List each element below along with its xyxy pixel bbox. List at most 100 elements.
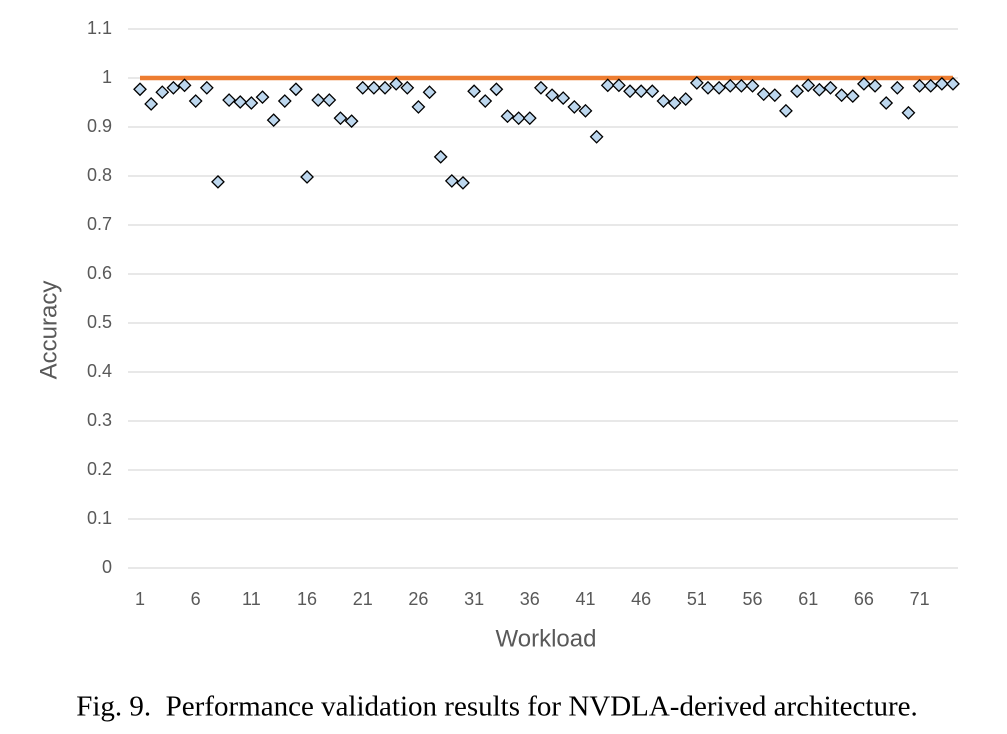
point xyxy=(634,84,649,99)
point xyxy=(767,88,782,103)
x-tick-label: 6 xyxy=(191,589,201,609)
point xyxy=(478,94,493,108)
point xyxy=(433,149,448,164)
point xyxy=(845,89,860,104)
point xyxy=(734,78,749,93)
point xyxy=(879,96,894,110)
point xyxy=(801,78,816,93)
x-tick-label: 61 xyxy=(798,589,818,609)
y-tick-label: 0.4 xyxy=(87,361,112,381)
point xyxy=(578,103,593,118)
y-tick-label: 0.9 xyxy=(87,116,112,136)
point xyxy=(623,84,637,99)
y-tick-label: 0.2 xyxy=(87,459,112,479)
point xyxy=(322,93,337,107)
point xyxy=(611,78,626,93)
x-axis-title: Workload xyxy=(496,625,597,652)
point xyxy=(589,129,604,144)
y-tick-label: 1.1 xyxy=(87,18,112,38)
point xyxy=(689,75,704,90)
point xyxy=(166,80,181,95)
point xyxy=(444,173,459,188)
point xyxy=(567,99,582,114)
x-tick-label: 66 xyxy=(854,589,874,609)
point xyxy=(456,175,470,190)
point xyxy=(934,76,949,91)
point xyxy=(155,85,170,100)
point xyxy=(545,88,559,103)
point xyxy=(901,105,916,120)
point xyxy=(489,82,504,97)
point xyxy=(199,80,214,95)
point xyxy=(701,80,715,95)
x-tick-label: 51 xyxy=(687,589,707,609)
x-tick-label: 21 xyxy=(353,589,373,609)
x-tick-label: 46 xyxy=(631,589,651,609)
point xyxy=(923,78,938,93)
y-tick-label: 0.6 xyxy=(87,263,112,283)
x-tick-label: 36 xyxy=(520,589,540,609)
point xyxy=(144,97,159,111)
point xyxy=(946,76,960,91)
point xyxy=(645,84,660,99)
point xyxy=(311,93,326,107)
y-axis-title: Accuracy xyxy=(35,281,62,380)
y-tick-label: 0.7 xyxy=(87,214,112,234)
point xyxy=(255,90,270,105)
point xyxy=(389,76,404,91)
point xyxy=(133,82,147,97)
point xyxy=(656,94,671,108)
point xyxy=(378,80,392,95)
x-tick-label: 71 xyxy=(910,589,930,609)
point xyxy=(500,109,515,124)
x-tick-label: 1 xyxy=(135,589,145,609)
y-tick-label: 0.1 xyxy=(87,508,112,528)
point xyxy=(344,114,359,129)
point xyxy=(745,78,760,93)
y-tick-label: 0.5 xyxy=(87,312,112,332)
x-tick-label: 11 xyxy=(242,589,261,609)
x-tick-label: 56 xyxy=(743,589,763,609)
point xyxy=(834,88,849,103)
y-tick-label: 0.3 xyxy=(87,410,112,430)
point xyxy=(868,78,882,93)
caption: Fig. 9. Performance validation results f… xyxy=(76,691,918,723)
point xyxy=(556,91,571,106)
point xyxy=(912,78,927,93)
point xyxy=(723,78,738,93)
point xyxy=(177,78,192,93)
point xyxy=(400,80,415,95)
point xyxy=(300,170,314,184)
point xyxy=(890,80,905,95)
point xyxy=(411,99,426,114)
point xyxy=(856,76,871,91)
point xyxy=(678,92,693,106)
point xyxy=(333,111,348,126)
point xyxy=(266,113,281,128)
y-tick-label: 0.8 xyxy=(87,165,112,185)
point xyxy=(222,93,237,107)
point xyxy=(366,80,381,95)
point xyxy=(233,95,248,109)
point xyxy=(288,82,303,97)
point xyxy=(600,78,615,93)
x-tick-label: 16 xyxy=(297,589,317,609)
x-tick-label: 26 xyxy=(408,589,428,609)
point xyxy=(667,96,682,110)
point xyxy=(211,174,225,189)
y-tick-label: 1 xyxy=(102,67,112,87)
point xyxy=(244,96,259,110)
point xyxy=(511,111,526,126)
point xyxy=(188,94,203,108)
x-tick-label: 31 xyxy=(464,589,484,609)
point xyxy=(467,84,482,99)
x-tick-label: 41 xyxy=(575,589,595,609)
point xyxy=(522,111,537,126)
point xyxy=(756,87,771,102)
point xyxy=(812,82,827,97)
point xyxy=(823,80,838,95)
point xyxy=(534,80,548,95)
point xyxy=(779,103,793,118)
point xyxy=(790,84,805,99)
